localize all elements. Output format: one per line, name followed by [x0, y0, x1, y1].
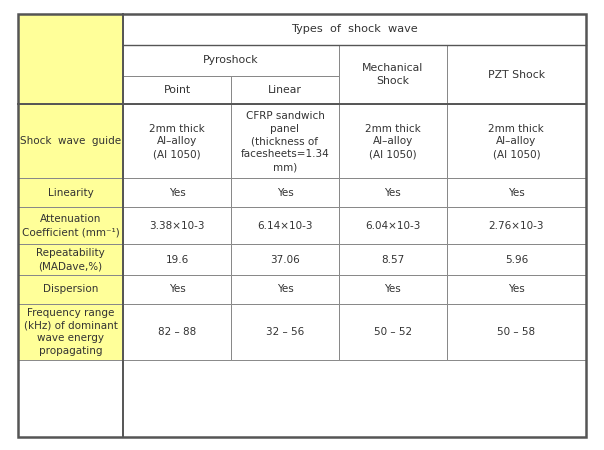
Bar	[231, 304, 339, 360]
Text: Attenuation
Coefficient (mm⁻¹): Attenuation Coefficient (mm⁻¹)	[22, 215, 120, 237]
Text: 50 – 58: 50 – 58	[497, 327, 535, 337]
Text: Yes: Yes	[385, 188, 401, 198]
Bar	[123, 45, 339, 76]
Text: Yes: Yes	[508, 188, 525, 198]
Text: Yes: Yes	[385, 284, 401, 294]
Bar	[339, 104, 447, 179]
Text: PZT Shock: PZT Shock	[488, 70, 545, 80]
Text: 3.38×10-3: 3.38×10-3	[149, 221, 205, 231]
Bar	[123, 179, 231, 207]
Bar	[18, 275, 123, 304]
Text: Yes: Yes	[277, 284, 294, 294]
Bar	[123, 275, 231, 304]
Text: 82 – 88: 82 – 88	[158, 327, 196, 337]
Text: CFRP sandwich
panel
(thickness of
facesheets=1.34
mm): CFRP sandwich panel (thickness of facesh…	[240, 111, 329, 172]
Bar	[18, 14, 123, 104]
Text: Yes: Yes	[169, 188, 185, 198]
Bar	[123, 76, 231, 104]
Bar	[123, 244, 231, 275]
Text: 2mm thick
Al–alloy
(Al 1050): 2mm thick Al–alloy (Al 1050)	[365, 124, 421, 159]
Bar	[447, 275, 586, 304]
Bar	[231, 76, 339, 104]
Text: Linearity: Linearity	[48, 188, 94, 198]
Text: Yes: Yes	[508, 284, 525, 294]
Text: 32 – 56: 32 – 56	[266, 327, 304, 337]
Text: 5.96: 5.96	[505, 255, 528, 265]
Bar	[18, 179, 123, 207]
Bar	[339, 179, 447, 207]
Text: 19.6: 19.6	[165, 255, 188, 265]
Text: Shock  wave  guide: Shock wave guide	[20, 136, 121, 146]
Text: Pyroshock: Pyroshock	[203, 55, 259, 65]
Bar	[231, 179, 339, 207]
Text: Yes: Yes	[277, 188, 294, 198]
Bar	[447, 304, 586, 360]
Text: Types  of  shock  wave: Types of shock wave	[291, 24, 418, 34]
Bar	[18, 244, 123, 275]
Bar	[18, 207, 123, 244]
Bar	[447, 45, 586, 104]
Bar	[339, 45, 447, 104]
Bar	[339, 304, 447, 360]
Text: 6.14×10-3: 6.14×10-3	[257, 221, 313, 231]
Bar	[123, 104, 231, 179]
Text: Yes: Yes	[169, 284, 185, 294]
Bar	[123, 304, 231, 360]
Text: 2mm thick
Al–alloy
(Al 1050): 2mm thick Al–alloy (Al 1050)	[149, 124, 205, 159]
Bar	[231, 275, 339, 304]
Text: Linear: Linear	[268, 85, 302, 95]
Bar	[447, 207, 586, 244]
Bar	[447, 244, 586, 275]
Bar	[339, 244, 447, 275]
Text: 50 – 52: 50 – 52	[374, 327, 412, 337]
Text: Repeatability
(MADave,%): Repeatability (MADave,%)	[36, 248, 105, 271]
Bar	[231, 104, 339, 179]
Text: Dispersion: Dispersion	[43, 284, 98, 294]
Bar	[339, 207, 447, 244]
Bar	[18, 104, 123, 179]
Bar	[339, 275, 447, 304]
Bar	[123, 207, 231, 244]
Bar	[123, 14, 586, 45]
Bar	[447, 104, 586, 179]
Text: 2.76×10-3: 2.76×10-3	[489, 221, 544, 231]
Text: 37.06: 37.06	[270, 255, 300, 265]
Text: 2mm thick
Al–alloy
(Al 1050): 2mm thick Al–alloy (Al 1050)	[489, 124, 544, 159]
Bar	[447, 179, 586, 207]
Bar	[231, 207, 339, 244]
Text: 6.04×10-3: 6.04×10-3	[365, 221, 420, 231]
Bar	[231, 244, 339, 275]
Text: Frequency range
(kHz) of dominant
wave energy
propagating: Frequency range (kHz) of dominant wave e…	[24, 308, 118, 356]
Text: 8.57: 8.57	[381, 255, 405, 265]
Bar	[18, 304, 123, 360]
Text: Mechanical
Shock: Mechanical Shock	[362, 63, 423, 86]
Text: Point: Point	[164, 85, 191, 95]
